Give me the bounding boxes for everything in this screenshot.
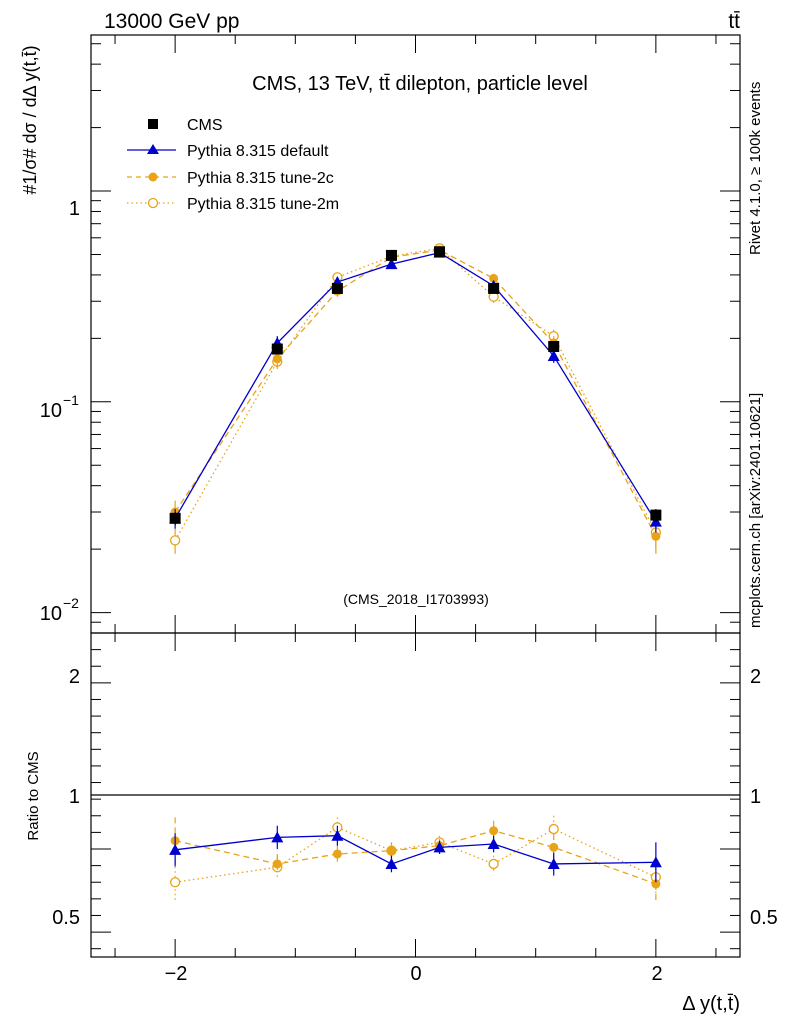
header-process-label: 13000 GeV pp [104, 10, 239, 33]
ratio-point-default [433, 841, 446, 853]
x-axis-label: Δ y(t,t̄) [682, 993, 740, 1015]
side-rivet-label: Rivet 4.1.0, ≥ 100k events [747, 82, 764, 255]
chart-title: CMS, 13 TeV, tt̄ dilepton, particle leve… [252, 73, 588, 95]
y-tick-label-0.01: 10 −2 [40, 595, 79, 625]
y-tick-label-1: 1 [69, 198, 80, 220]
ratio-panel-series [169, 815, 662, 904]
legend-label-default: Pythia 8.315 default [187, 143, 329, 160]
y-axis-label: #1/σ# dσ / dΔ y(t,t̄) [20, 45, 40, 194]
main-panel-series [169, 243, 662, 554]
ratio-point-tune2m [488, 858, 499, 870]
data-point-default [385, 258, 398, 270]
axis-ticks [91, 35, 740, 957]
side-source-label: mcplots.cern.ch [arXiv:2401.10621] [747, 393, 764, 628]
ratio-series-tune2c [170, 817, 661, 904]
legend-marker-tune2m [147, 197, 159, 209]
ratio-point-default [487, 838, 500, 850]
legend: CMS Pythia 8.315 default Pythia 8.315 tu… [127, 117, 339, 213]
ratio-point-default [169, 843, 182, 855]
y-tick-label-0.1-exp: −1 [63, 392, 79, 408]
legend-label-tune2c: Pythia 8.315 tune-2c [187, 170, 334, 187]
series-cms [169, 246, 662, 526]
data-point-cms [169, 512, 181, 524]
legend-entry-tune2m: Pythia 8.315 tune-2m [127, 196, 339, 213]
data-point-tune2c [272, 354, 282, 364]
ratio-point-tune2c [549, 842, 559, 852]
y-tick-label-0.01-exp: −2 [63, 595, 79, 611]
ratio-point-tune2c [272, 859, 282, 869]
legend-marker-cms [148, 119, 158, 129]
data-point-cms [271, 343, 283, 355]
ratio-point-default [547, 857, 560, 869]
y-tick-label-0.01-base: 10 [40, 603, 62, 625]
x-tick-label-0: 0 [410, 963, 421, 985]
series-line-tune2m [174, 247, 657, 541]
ratio-point-tune2c [489, 826, 499, 836]
data-point-default [547, 349, 560, 361]
ratio-tick-label-1-right: 1 [750, 786, 761, 808]
ratio-point-tune2m [169, 877, 181, 888]
y-tick-label-0.1: 10 −1 [40, 392, 79, 422]
data-point-tune2c [651, 531, 661, 541]
legend-entry-default: Pythia 8.315 default [127, 143, 329, 160]
ratio-tick-label-1-left: 1 [69, 786, 80, 808]
series-default [169, 246, 662, 533]
data-point-cms [548, 340, 560, 352]
series-line-default [174, 251, 657, 522]
data-point-tune2c [489, 273, 499, 283]
legend-label-cms: CMS [187, 117, 223, 134]
ratio-point-default [331, 829, 344, 841]
y-tick-label-0.1-base: 10 [40, 400, 62, 422]
ratio-line-tune2c [174, 830, 657, 885]
data-point-cms [434, 246, 446, 258]
ratio-tick-label-2-left: 2 [69, 666, 80, 688]
series-line-tune2c [174, 249, 657, 537]
header-final-state-label: tt̄ [728, 10, 740, 33]
ratio-point-tune2c [651, 879, 661, 889]
x-tick-label-2: 2 [651, 963, 662, 985]
analysis-watermark: (CMS_2018_I1703993) [343, 591, 489, 607]
ratio-tick-label-2-right: 2 [750, 666, 761, 688]
ratio-line-tune2m [175, 826, 657, 883]
ratio-axis-label: Ratio to CMS [25, 751, 42, 840]
data-point-cms [331, 282, 343, 294]
data-point-tune2m [169, 535, 181, 546]
ratio-point-tune2c [386, 846, 396, 856]
data-point-cms [488, 282, 500, 294]
ratio-point-default [385, 857, 398, 869]
ratio-tick-label-0.5-left: 0.5 [52, 907, 80, 929]
ratio-line-default [175, 835, 656, 865]
legend-marker-default [147, 144, 159, 154]
ratio-point-default [271, 831, 284, 843]
legend-entry-cms: CMS [148, 117, 223, 134]
legend-label-tune2m: Pythia 8.315 tune-2m [187, 196, 339, 213]
ratio-point-tune2c [332, 849, 342, 859]
ratio-series-default [169, 825, 662, 883]
y-axis-label-text: #1/σ# dσ / dΔ y(t,t̄) [20, 45, 40, 194]
data-point-cms [385, 249, 397, 261]
data-point-cms [650, 509, 662, 521]
ratio-point-tune2m [548, 823, 559, 835]
ratio-point-default [649, 856, 662, 868]
legend-entry-tune2c: Pythia 8.315 tune-2c [127, 170, 334, 187]
x-tick-label-neg2: −2 [165, 963, 188, 985]
ratio-tick-label-0.5-right: 0.5 [750, 907, 778, 929]
legend-marker-tune2c [148, 172, 158, 182]
